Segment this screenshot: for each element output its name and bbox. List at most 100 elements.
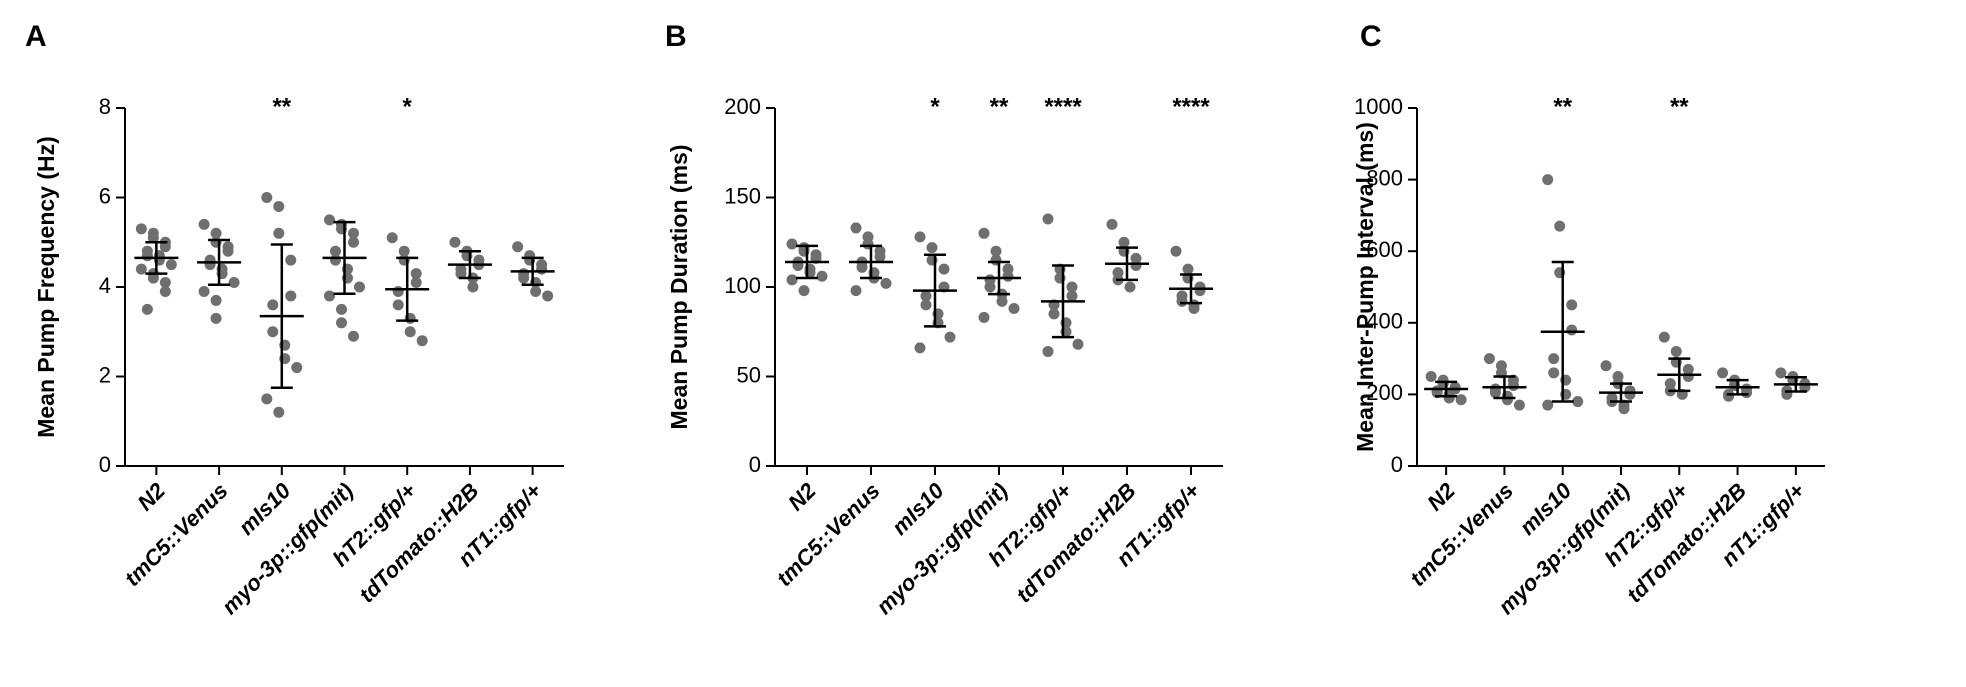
data-point — [165, 259, 177, 271]
data-point — [1566, 324, 1578, 336]
data-point — [874, 251, 886, 263]
data-point — [228, 277, 240, 289]
y-tick-label: 8 — [99, 94, 111, 119]
significance: ** — [1553, 93, 1572, 120]
data-point — [336, 317, 347, 329]
data-point — [1455, 394, 1467, 406]
x-tick-label: N2 — [132, 477, 170, 515]
significance: ** — [1670, 93, 1689, 120]
data-point — [1008, 302, 1020, 314]
data-point — [542, 290, 554, 302]
significance: ** — [272, 93, 291, 120]
data-point — [816, 270, 828, 282]
data-point — [1170, 245, 1182, 257]
data-point — [1542, 399, 1554, 411]
data-point — [416, 335, 428, 347]
data-point — [1513, 399, 1525, 411]
y-tick-label: 100 — [724, 273, 761, 298]
y-tick-label: 6 — [99, 183, 111, 208]
data-point — [1548, 367, 1560, 379]
data-point — [1717, 367, 1729, 379]
x-tick-label: N2 — [783, 477, 821, 515]
data-point — [1507, 379, 1519, 391]
data-point — [926, 242, 938, 254]
data-point — [135, 263, 147, 275]
data-point — [1489, 387, 1501, 399]
data-point — [210, 294, 222, 306]
y-tick-label: 150 — [724, 183, 761, 208]
significance: ** — [990, 93, 1009, 120]
data-point — [261, 393, 273, 405]
data-point — [141, 303, 153, 315]
data-point — [914, 342, 926, 354]
panel-label: A — [25, 20, 47, 53]
panel-label: B — [665, 20, 687, 53]
data-point — [285, 254, 297, 266]
data-point — [1483, 353, 1495, 365]
y-tick-label: 2 — [99, 362, 111, 387]
x-tick-label: N2 — [1422, 477, 1460, 515]
data-point — [1130, 260, 1142, 272]
y-tick-label: 400 — [1366, 309, 1403, 334]
data-point — [1042, 345, 1054, 357]
significance: * — [930, 93, 940, 120]
data-point — [1723, 390, 1735, 402]
data-point — [1176, 295, 1188, 307]
data-point — [135, 223, 147, 235]
data-point — [914, 231, 926, 243]
data-point — [273, 227, 285, 239]
data-point — [410, 277, 422, 289]
data-point — [1741, 387, 1753, 399]
data-point — [1566, 299, 1578, 311]
data-point — [1106, 218, 1118, 230]
data-point — [1188, 302, 1200, 314]
y-tick-label: 4 — [99, 273, 111, 298]
data-point — [990, 245, 1002, 257]
data-point — [978, 311, 990, 323]
data-point — [159, 277, 171, 289]
data-point — [850, 285, 862, 297]
data-point — [330, 245, 341, 257]
data-point — [147, 272, 159, 284]
data-point — [147, 232, 159, 244]
data-point — [273, 200, 285, 212]
data-point — [1600, 360, 1612, 372]
data-point — [1572, 396, 1584, 408]
data-point — [1182, 263, 1194, 275]
data-point — [996, 295, 1008, 307]
data-point — [1066, 281, 1078, 293]
y-tick-label: 600 — [1366, 237, 1403, 262]
data-point — [348, 236, 359, 248]
data-point — [348, 330, 359, 342]
data-point — [536, 263, 548, 275]
x-tick-label: tmC5::Venus — [1405, 478, 1518, 591]
data-point — [944, 331, 956, 343]
data-point — [1624, 388, 1636, 400]
data-point — [786, 274, 798, 286]
data-point — [920, 299, 932, 311]
data-point — [1124, 281, 1136, 293]
significance: * — [403, 93, 413, 120]
data-point — [1002, 270, 1014, 282]
data-point — [1548, 353, 1560, 365]
data-point — [786, 238, 798, 250]
data-point — [324, 290, 335, 302]
data-point — [512, 241, 524, 253]
data-point — [348, 227, 359, 239]
data-point — [404, 326, 416, 338]
data-point — [798, 285, 810, 297]
y-tick-label: 200 — [1366, 380, 1403, 405]
y-tick-label: 0 — [1391, 452, 1403, 477]
y-tick-label: 200 — [724, 94, 761, 119]
data-point — [336, 303, 347, 315]
y-axis-label: Mean Pump Frequency (Hz) — [33, 136, 59, 438]
x-tick-label: mIs10 — [887, 477, 949, 539]
data-point — [141, 250, 153, 262]
data-point — [856, 261, 868, 273]
significance: **** — [1044, 93, 1082, 120]
data-point — [1042, 213, 1054, 225]
x-tick-label: mIs10 — [234, 477, 296, 539]
data-point — [198, 285, 210, 297]
y-axis-label: Mean Pump Duration (ms) — [666, 145, 692, 430]
